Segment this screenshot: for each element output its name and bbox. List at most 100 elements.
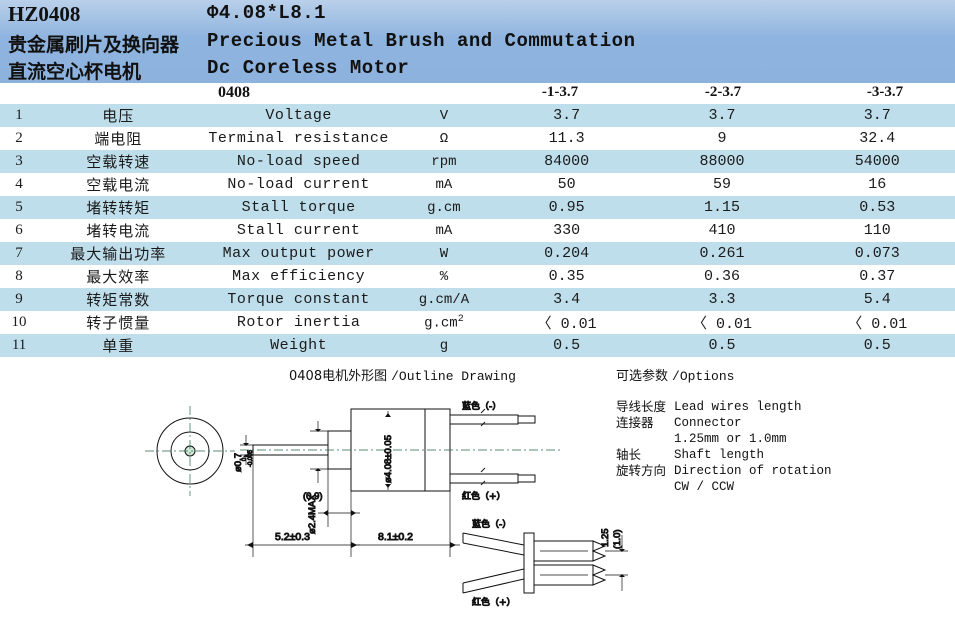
row-index: 2 (0, 127, 39, 150)
param-name-en: Max output power (198, 242, 399, 265)
row-index: 9 (0, 288, 39, 311)
param-name-cn: 单重 (38, 334, 199, 357)
variant-column-2: -2-3.7 (704, 84, 742, 100)
spec-table: 1 电压 Voltage V 3.7 3.7 3.7 2 端电阻 Terminal resista… (0, 104, 955, 357)
option-item: 导线长度 Lead wires length (616, 399, 832, 415)
value-variant-3: 0.5 (799, 334, 955, 357)
dim-boss-length (318, 469, 360, 527)
option-label-en: CW / CCW (674, 480, 735, 494)
table-row: 8 最大效率 Max efficiency% 0.35 0.36 0.37 (0, 265, 955, 288)
value-variant-3: 3.7 (799, 104, 955, 127)
value-variant-1: 0.204 (489, 242, 645, 265)
param-unit: V (398, 104, 489, 127)
value-variant-1: 0.95 (489, 196, 645, 219)
header-cn-line-1: 贵金属刷片及换向器 (8, 34, 180, 56)
model-band: 0408 -1-3.7 -2-3.7 -3-3.7 (0, 83, 955, 104)
row-index: 7 (0, 242, 39, 265)
table-row: 9 转矩常数 Torque constant g.cm/A 3.4 3.3 5.4 (0, 288, 955, 311)
param-unit: mA (398, 219, 489, 242)
param-unit: g.cm2 (398, 311, 489, 334)
value-variant-3: 0.53 (799, 196, 955, 219)
row-index: 1 (0, 104, 39, 127)
motor-outline-svg: ø0.7 0 -0.005 ø2.4MAX ø4.08±0.05 (145, 400, 628, 609)
value-variant-2: 1.15 (644, 196, 800, 219)
param-name-cn: 电压 (38, 104, 199, 127)
dim-shaft-length-label: 5.2±0.3 (275, 531, 310, 543)
table-row: 7 最大输出功率 Max output power W 0.204 0.261 0.073 (0, 242, 955, 265)
options-caption-en: /Options (672, 369, 735, 384)
row-index: 4 (0, 173, 39, 196)
option-item: 轴长 Shaft length (616, 447, 832, 463)
param-name-cn: 转子惯量 (38, 311, 199, 334)
table-row: 6 堵转电流 Stall current mA 330 410 110 (0, 219, 955, 242)
value-variant-2: 0.5 (644, 334, 800, 357)
dim-shaft-diameter (240, 435, 268, 465)
value-variant-2: 0.36 (644, 265, 800, 288)
end-view (145, 406, 235, 496)
option-label-cn: 轴长 (616, 447, 642, 462)
param-name-cn: 最大输出功率 (38, 242, 199, 265)
row-index: 11 (0, 334, 39, 357)
option-label-en: Lead wires length (674, 400, 802, 414)
row-index: 5 (0, 196, 39, 219)
header-en-line-2: Dc Coreless Motor (207, 57, 410, 79)
option-label-cn: 导线长度 (616, 399, 667, 414)
option-label-en: 1.25mm or 1.0mm (674, 432, 787, 446)
value-variant-1: 84000 (489, 150, 645, 173)
options-caption: 可选参数 /Options (616, 365, 734, 385)
value-variant-2: 〈 0.01 (644, 311, 800, 334)
value-variant-1: 3.7 (489, 104, 645, 127)
outline-drawing-caption: 0408电机外形图 /Outline Drawing (289, 365, 516, 385)
param-name-cn: 堵转转矩 (38, 196, 199, 219)
value-variant-3: 〈 0.01 (799, 311, 955, 334)
table-row: 1 电压 Voltage V 3.7 3.7 3.7 (0, 104, 955, 127)
option-item: 连接器 Connector (616, 415, 832, 431)
param-unit: g.cm (398, 196, 489, 219)
lead-wires (449, 408, 536, 486)
connector-pitch-alt-label: (1.0) (612, 529, 623, 549)
header-en-line-1: Precious Metal Brush and Commutation (207, 30, 636, 52)
value-variant-1: 0.5 (489, 334, 645, 357)
table-row: 3 空载转速 No-load speed rpm 84000 88000 54000 (0, 150, 955, 173)
param-name-en: Max efficiency (198, 265, 399, 288)
param-name-en: Stall current (198, 219, 399, 242)
connector-wire-red-label: 红色（+） (472, 596, 516, 608)
dim-shaft-tol-up: 0 (242, 457, 248, 461)
param-name-en: Voltage (198, 104, 399, 127)
dim-body-length-label: 8.1±0.2 (378, 531, 413, 543)
value-variant-2: 3.3 (644, 288, 800, 311)
size-spec: Φ4.08*L8.1 (207, 2, 327, 24)
option-label-cn: 连接器 (616, 415, 654, 430)
param-unit: g (398, 334, 489, 357)
outline-caption-en: /Outline Drawing (391, 369, 516, 384)
wire-red-label: 红色（+） (462, 490, 506, 502)
page-header: HZ0408 贵金属刷片及换向器 直流空心杯电机 Φ4.08*L8.1 Prec… (0, 0, 955, 83)
connector-wire-blue-label: 蓝色（-） (472, 518, 511, 530)
param-unit: Ω (398, 127, 489, 150)
dim-body-diameter-arrows (385, 411, 391, 490)
option-item: 1.25mm or 1.0mm (616, 431, 832, 447)
connector-pitch-label: 1.25 (600, 529, 611, 548)
dim-boss-length-label: (0.9) (303, 491, 323, 502)
param-unit: W (398, 242, 489, 265)
value-variant-3: 5.4 (799, 288, 955, 311)
wire-blue-label: 蓝色（-） (462, 400, 501, 412)
table-row: 5 堵转转矩 Stall torque g.cm 0.95 1.15 0.53 (0, 196, 955, 219)
param-name-cn: 转矩常数 (38, 288, 199, 311)
model-code: HZ0408 (8, 2, 81, 26)
value-variant-2: 0.261 (644, 242, 800, 265)
value-variant-2: 9 (644, 127, 800, 150)
param-unit: mA (398, 173, 489, 196)
param-name-cn: 端电阻 (38, 127, 199, 150)
table-row: 11 单重 Weight g 0.5 0.5 0.5 (0, 334, 955, 357)
value-variant-3: 16 (799, 173, 955, 196)
row-index: 10 (0, 311, 39, 334)
param-name-en: Torque constant (198, 288, 399, 311)
variant-column-1: -1-3.7 (541, 84, 579, 100)
param-unit: % (398, 265, 489, 288)
option-item: CW / CCW (616, 479, 832, 495)
side-view (240, 408, 560, 492)
param-unit: rpm (398, 150, 489, 173)
value-variant-2: 3.7 (644, 104, 800, 127)
connector-detail (462, 532, 628, 594)
